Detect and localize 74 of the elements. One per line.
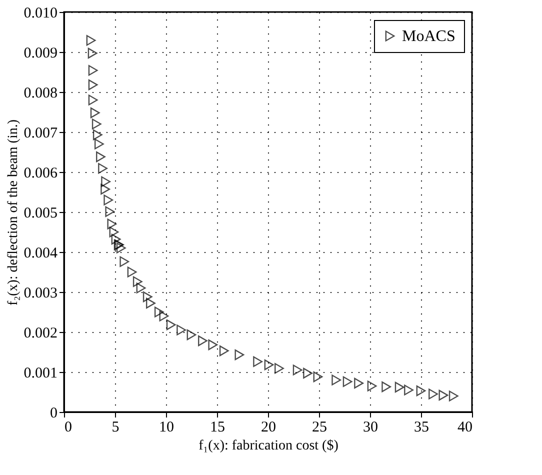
x-tick-label: 5 <box>112 420 120 436</box>
point <box>438 390 448 401</box>
point <box>166 319 176 330</box>
x-tick-label: 25 <box>312 420 327 436</box>
point <box>332 374 342 386</box>
x-tick-label: 10 <box>159 420 174 436</box>
point <box>428 388 438 400</box>
point <box>116 242 126 254</box>
point <box>404 384 414 396</box>
x-tick-label: 20 <box>261 420 276 436</box>
point <box>394 382 404 393</box>
point <box>416 385 426 396</box>
y-tick-label: 0.009 <box>24 46 58 62</box>
point <box>219 345 229 356</box>
point <box>264 359 274 370</box>
point <box>88 65 98 76</box>
point <box>127 266 137 278</box>
y-tick-label: 0.007 <box>24 126 58 142</box>
point <box>176 324 186 336</box>
point <box>101 176 111 187</box>
point <box>100 184 110 195</box>
x-tick-label: 15 <box>210 420 225 436</box>
point <box>292 364 302 376</box>
point <box>198 335 208 346</box>
y-tick-label: 0.008 <box>24 86 58 102</box>
point <box>208 339 218 350</box>
point <box>154 306 164 318</box>
y-tick-label: 0 <box>50 406 58 422</box>
point <box>120 256 130 267</box>
legend-label: MoACS <box>402 28 456 45</box>
point <box>342 376 352 387</box>
point <box>92 129 102 140</box>
point <box>313 371 323 382</box>
point <box>107 218 117 230</box>
point <box>88 94 98 106</box>
point <box>92 118 102 130</box>
point <box>98 163 108 174</box>
point <box>88 48 98 59</box>
point <box>109 226 119 238</box>
point <box>94 138 104 150</box>
point <box>104 194 114 206</box>
point <box>146 298 156 309</box>
point <box>96 151 106 162</box>
y-axis-title: f₂(x): deflection of the beam (in.) <box>6 119 21 306</box>
x-tick-label: 35 <box>414 420 429 436</box>
point <box>132 276 142 287</box>
y-tick-label: 0.005 <box>24 206 58 222</box>
point <box>274 363 284 374</box>
point <box>111 234 121 245</box>
x-axis-title: f₁(x): fabrication cost ($) <box>198 438 339 454</box>
y-tick-label: 0.004 <box>24 246 58 262</box>
point <box>142 291 152 302</box>
point <box>382 381 392 392</box>
x-tick-label: 0 <box>64 420 72 436</box>
y-tick-label: 0.003 <box>24 286 58 302</box>
y-tick-label: 0.010 <box>24 6 58 22</box>
point <box>88 79 98 90</box>
point <box>354 378 364 389</box>
point <box>234 349 244 360</box>
x-tick-label: 40 <box>458 420 472 436</box>
point <box>90 107 100 118</box>
point <box>303 368 312 379</box>
point <box>367 380 377 392</box>
point <box>105 206 115 217</box>
y-tick-label: 0.002 <box>24 326 58 342</box>
point <box>159 310 169 322</box>
point <box>136 282 146 294</box>
y-tick-label: 0.001 <box>24 366 58 382</box>
point <box>253 356 263 367</box>
point <box>86 35 96 46</box>
point <box>186 329 196 340</box>
y-tick-label: 0.006 <box>24 166 58 182</box>
point <box>448 390 458 402</box>
x-tick-label: 30 <box>363 420 378 436</box>
